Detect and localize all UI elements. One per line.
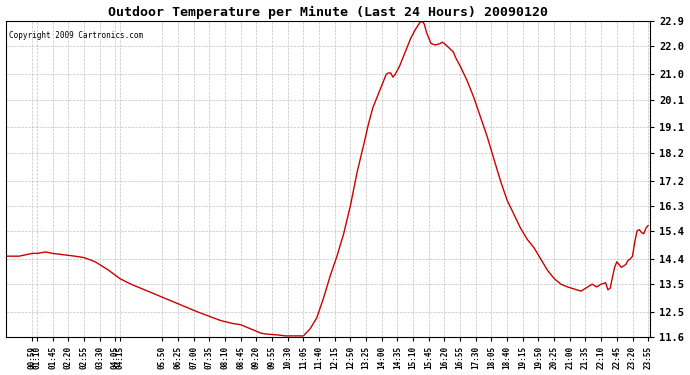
Text: Copyright 2009 Cartronics.com: Copyright 2009 Cartronics.com — [9, 31, 143, 40]
Title: Outdoor Temperature per Minute (Last 24 Hours) 20090120: Outdoor Temperature per Minute (Last 24 … — [108, 6, 548, 19]
